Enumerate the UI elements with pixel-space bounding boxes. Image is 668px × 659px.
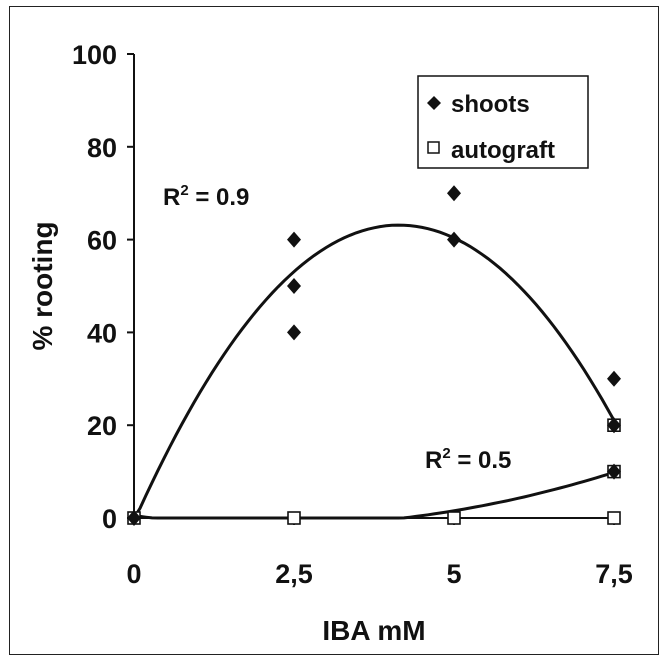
point-autograft <box>287 511 301 525</box>
x-tick-label: 5 <box>446 559 461 589</box>
point-shoots <box>287 278 301 294</box>
trendline-shoots <box>132 223 616 519</box>
x-tick-label: 2,5 <box>275 559 313 589</box>
r2-label-shoots: R2 = 0.9 <box>163 182 249 211</box>
y-tick-label: 80 <box>87 133 117 163</box>
point-shoots <box>607 463 621 480</box>
point-shoots <box>607 417 621 434</box>
legend-box <box>417 75 589 169</box>
y-tick-label: 100 <box>72 40 117 70</box>
r2-autograft-rest: = 0.5 <box>451 447 512 474</box>
trendlines <box>132 223 616 520</box>
point-shoots <box>287 324 301 341</box>
legend-label-shoots: shoots <box>451 91 530 118</box>
point-autograft <box>607 511 621 525</box>
tick-labels: 0 20 40 60 80 100 0 2,5 5 7,5 <box>72 40 633 589</box>
point-shoots <box>447 185 461 202</box>
y-tick-label: 20 <box>87 411 117 441</box>
point-shoots <box>607 370 621 387</box>
x-tick-label: 0 <box>126 559 141 589</box>
legend-diamond-icon <box>427 96 441 110</box>
y-axis-label: % rooting <box>27 221 58 350</box>
x-tick-label: 7,5 <box>595 559 633 589</box>
y-tick-label: 0 <box>102 504 117 534</box>
point-shoots <box>447 231 461 248</box>
legend-label-autograft: autograft <box>451 137 555 164</box>
trendline-autograft <box>133 470 615 520</box>
r2-label-autograft: R2 = 0.5 <box>425 445 511 474</box>
r2-shoots-rest: = 0.9 <box>189 184 250 211</box>
legend: shoots autograft <box>417 75 589 169</box>
r2-autograft-sup: 2 <box>442 445 450 462</box>
data-points <box>127 185 621 526</box>
point-shoots <box>287 231 301 248</box>
r2-shoots-prefix: R <box>163 184 180 211</box>
r2-shoots-sup: 2 <box>180 182 188 199</box>
r2-autograft-prefix: R <box>425 447 442 474</box>
x-axis-label: IBA mM <box>322 615 425 646</box>
y-tick-label: 40 <box>87 318 117 348</box>
legend-square-icon <box>427 141 440 154</box>
y-tick-label: 60 <box>87 226 117 256</box>
point-autograft <box>447 511 461 525</box>
point-shoots <box>127 510 141 526</box>
